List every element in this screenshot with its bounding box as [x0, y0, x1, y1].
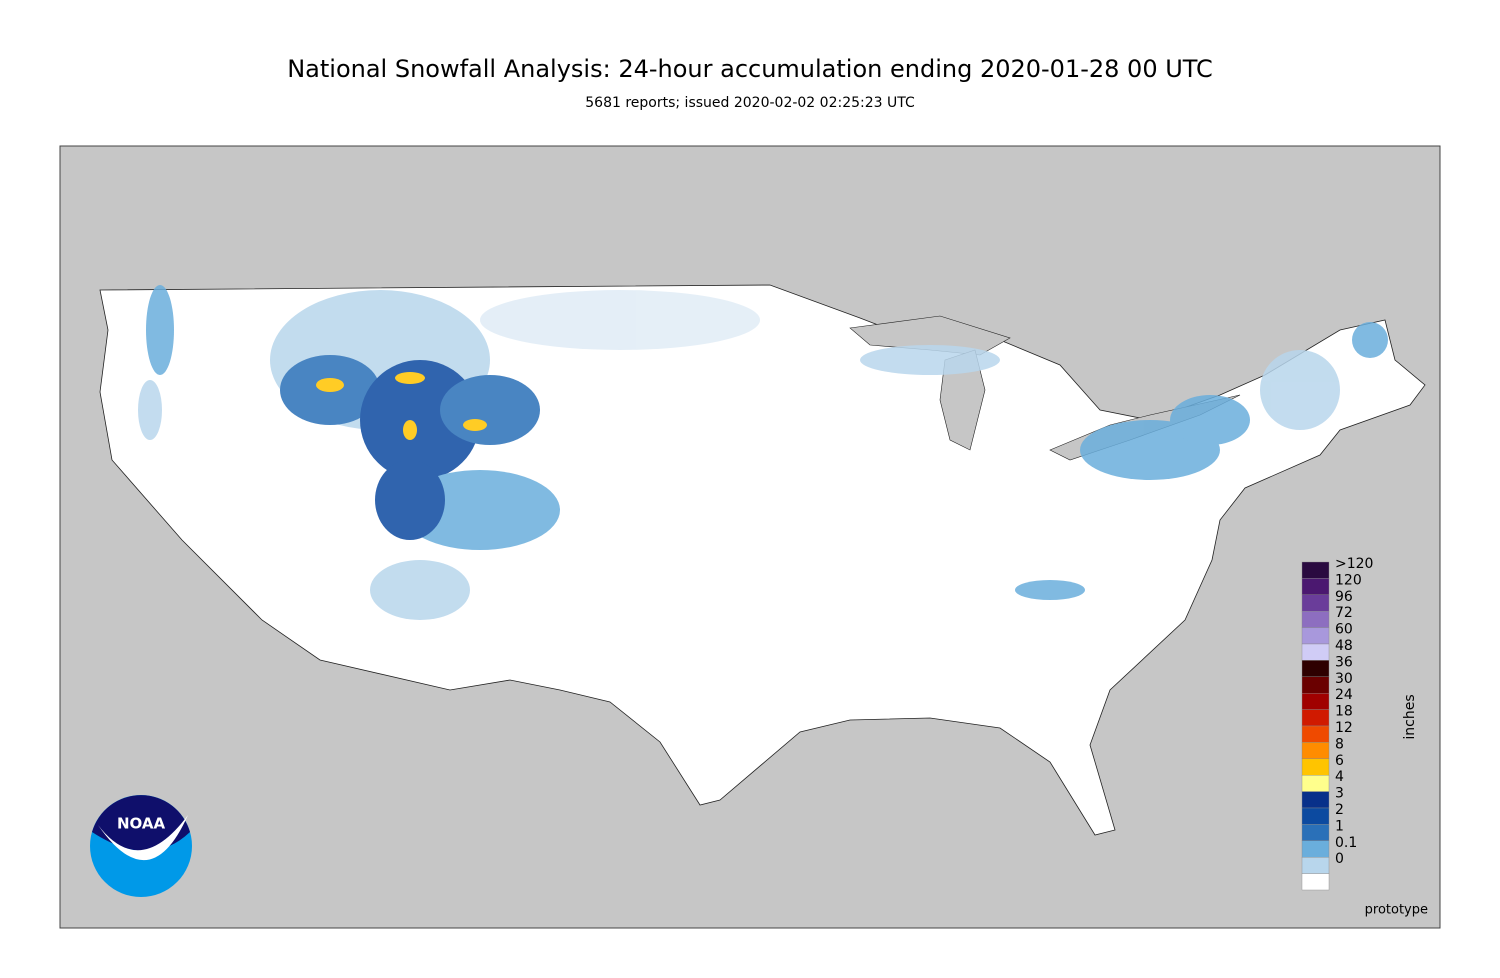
title: National Snowfall Analysis: 24-hour accu… [287, 55, 1213, 83]
legend-label: 30 [1335, 671, 1353, 687]
legend-label: 8 [1335, 736, 1344, 752]
legend-swatch [1301, 857, 1330, 874]
legend-label: 60 [1335, 622, 1353, 638]
legend-swatch [1301, 660, 1330, 678]
logo-text: NOAA [117, 815, 166, 833]
legend-label: 2 [1335, 802, 1344, 818]
legend-swatch [1301, 742, 1330, 760]
logo-wave [98, 815, 188, 861]
legend-swatch [1301, 578, 1330, 596]
legend-swatch [1301, 611, 1330, 628]
legend-swatch [1301, 561, 1330, 579]
legend-label: 6 [1335, 753, 1344, 769]
legend-label: 18 [1335, 704, 1353, 720]
legend-unit: inches [1402, 694, 1418, 739]
legend-label: 72 [1335, 605, 1353, 621]
legend-label: 24 [1335, 687, 1353, 703]
footer: prototype [1365, 903, 1428, 918]
legend-swatch-zero [1301, 873, 1330, 891]
legend-swatch [1301, 840, 1330, 858]
subtitle: 5681 reports; issued 2020-02-02 02:25:23… [585, 95, 915, 111]
legend-swatch [1301, 643, 1330, 661]
logo-top [92, 795, 190, 851]
legend-swatch [1301, 725, 1330, 743]
legend-label: 12 [1335, 720, 1353, 736]
legend-swatch [1301, 676, 1330, 694]
legend-swatch [1301, 594, 1330, 612]
legend-swatch [1301, 627, 1330, 645]
legend-label: 0 [1335, 851, 1344, 867]
legend-label: 1 [1335, 818, 1344, 834]
legend-swatch [1301, 758, 1330, 776]
legend-label: 96 [1335, 589, 1353, 605]
legend-swatch [1301, 807, 1330, 825]
legend-label: 4 [1335, 769, 1344, 785]
map [59, 145, 1441, 929]
snow-areas [138, 285, 1388, 620]
legend-swatch [1301, 693, 1330, 710]
noaa-logo: NOAA [90, 795, 192, 897]
legend-label: 36 [1335, 654, 1353, 670]
legend-swatch [1301, 824, 1330, 842]
legend-swatch [1301, 775, 1330, 792]
legend-label: >120 [1335, 556, 1373, 572]
legend-swatch [1301, 791, 1330, 809]
legend-label: 3 [1335, 786, 1344, 802]
legend-label: 0.1 [1335, 835, 1357, 851]
legend-label: 120 [1335, 572, 1362, 588]
legend-label: 48 [1335, 638, 1353, 654]
legend-swatch [1301, 709, 1330, 727]
